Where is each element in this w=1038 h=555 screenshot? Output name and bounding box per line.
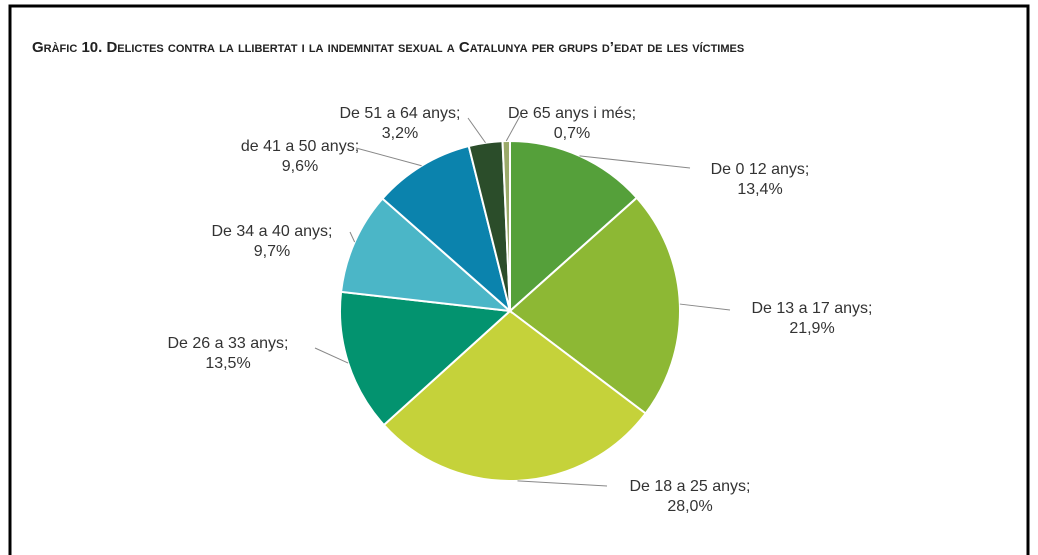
label-separator: ; <box>746 478 750 495</box>
leader-line <box>579 155 691 169</box>
leader-line <box>314 347 349 364</box>
label-separator: ; <box>284 335 288 352</box>
label-value: 13,5% <box>205 355 250 372</box>
data-label: De 34 a 40 anys; 9,7% <box>212 223 333 260</box>
data-label: de 41 a 50 anys; 9,6% <box>241 138 359 175</box>
leader-line <box>349 231 356 243</box>
label-value: 0,7% <box>554 125 590 142</box>
label-value: 28,0% <box>667 498 712 515</box>
label-name: De 18 a 25 anys <box>630 478 747 495</box>
data-label: De 18 a 25 anys; 28,0% <box>630 478 751 515</box>
label-value: 9,7% <box>254 243 290 260</box>
label-value: 9,6% <box>282 158 318 175</box>
label-separator: ; <box>868 300 872 317</box>
label-separator: ; <box>632 105 636 122</box>
leader-line <box>467 117 486 144</box>
frame <box>8 4 1030 555</box>
leader-line <box>505 115 521 142</box>
label-separator: ; <box>805 161 809 178</box>
label-name: De 0 12 anys <box>711 161 805 178</box>
data-label: De 26 a 33 anys; 13,5% <box>168 335 289 372</box>
label-value: 13,4% <box>737 181 782 198</box>
label-value: 21,9% <box>789 320 834 337</box>
chart-title: Gràfic 10. Delictes contra la llibertat … <box>32 39 745 56</box>
data-label: De 0 12 anys; 13,4% <box>711 161 810 198</box>
label-name: De 51 a 64 anys <box>340 105 457 122</box>
label-name: De 34 a 40 anys <box>212 223 329 240</box>
data-label: De 65 anys i més; 0,7% <box>508 105 636 142</box>
label-separator: ; <box>328 223 332 240</box>
label-name: De 26 a 33 anys <box>168 335 285 352</box>
data-label: De 13 a 17 anys; 21,9% <box>752 300 873 337</box>
label-value: 3,2% <box>382 125 418 142</box>
leader-line <box>355 147 422 167</box>
leader-line <box>517 480 608 487</box>
label-name: De 13 a 17 anys <box>752 300 869 317</box>
leader-line <box>679 303 731 311</box>
label-separator: ; <box>456 105 460 122</box>
label-name: De 65 anys i més <box>508 105 632 122</box>
label-name: de 41 a 50 anys <box>241 138 355 155</box>
data-label: De 51 a 64 anys; 3,2% <box>340 105 461 142</box>
label-separator: ; <box>355 138 359 155</box>
